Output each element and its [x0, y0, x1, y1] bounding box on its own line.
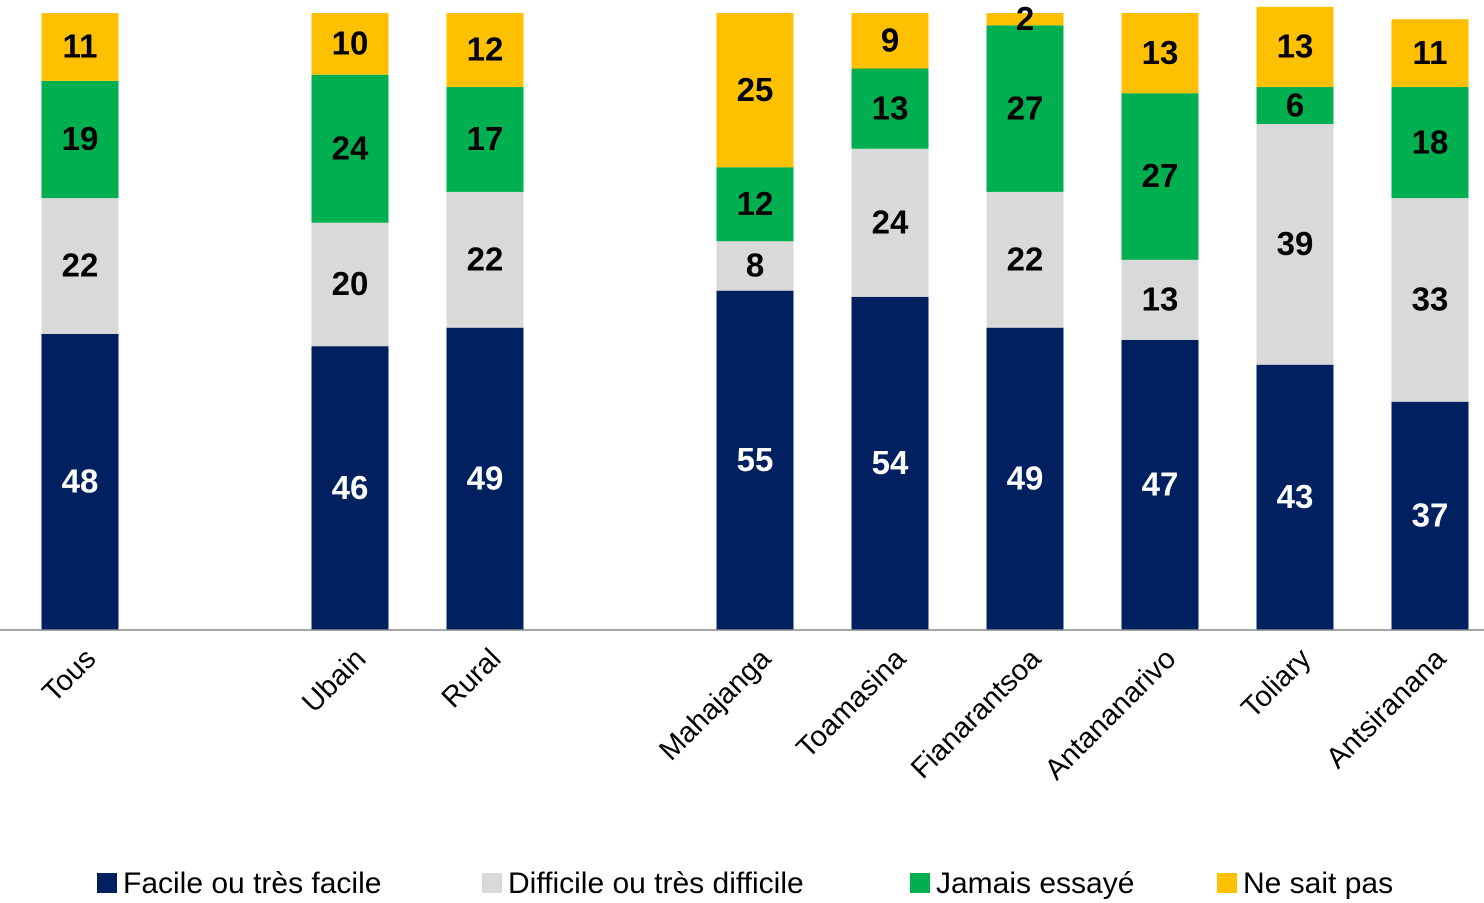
data-label: 25 — [737, 71, 774, 108]
data-label: 43 — [1277, 478, 1314, 515]
bar-segment — [851, 296, 929, 630]
data-label: 10 — [332, 25, 369, 62]
bar-segment — [311, 222, 389, 347]
data-label: 22 — [467, 241, 504, 278]
data-label: 33 — [1412, 281, 1449, 318]
bar-segment — [1391, 401, 1469, 630]
data-label: 37 — [1412, 497, 1449, 534]
data-label: 20 — [332, 265, 369, 302]
bar-segment — [446, 13, 524, 88]
bar-segment — [1391, 19, 1469, 88]
bar-segment — [716, 13, 794, 168]
data-label: 13 — [1142, 34, 1179, 71]
bar-segment — [716, 167, 794, 242]
data-label: 9 — [881, 21, 899, 58]
bar-segment — [446, 327, 524, 630]
bar-segment — [1121, 13, 1199, 94]
legend-swatch — [482, 873, 502, 893]
x-tick-label: Rural — [436, 643, 508, 715]
x-tick-label: Tous — [36, 643, 102, 709]
data-label: 27 — [1007, 89, 1044, 126]
legend-swatch — [910, 873, 930, 893]
legend-label: Facile ou très facile — [123, 867, 381, 900]
x-tick-label: Toliary — [1235, 642, 1317, 724]
legend-label: Difficile ou très difficile — [508, 867, 804, 900]
bar-segment — [851, 148, 929, 297]
bar-segment — [41, 80, 119, 199]
bar-segment — [446, 87, 524, 192]
data-label: 18 — [1412, 123, 1449, 160]
bar-segment — [1256, 6, 1334, 88]
bar-segment — [311, 346, 389, 630]
bar-segment — [986, 13, 1064, 26]
data-label: 13 — [1142, 281, 1179, 318]
data-label: 54 — [872, 444, 909, 481]
data-label: 11 — [63, 28, 98, 65]
x-tick-label: Mahajanga — [653, 642, 778, 767]
data-label: 49 — [467, 460, 504, 497]
bar-segment — [986, 327, 1064, 630]
bar-segment — [1121, 340, 1199, 630]
x-tick-label: Fianarantsoa — [905, 642, 1048, 785]
x-tick-label: Ubain — [296, 643, 372, 719]
data-label: 22 — [62, 247, 99, 284]
data-label: 22 — [1007, 241, 1044, 278]
bar-segment — [1391, 198, 1469, 402]
bar-segment — [716, 290, 794, 630]
data-label: 12 — [737, 185, 774, 222]
bar-segment — [311, 74, 389, 223]
data-label: 39 — [1277, 225, 1314, 262]
bar-segment — [41, 198, 119, 334]
x-tick-label: Antsiranana — [1320, 642, 1453, 775]
legend-label: Jamais essayé — [936, 867, 1134, 900]
bar-segment — [1391, 87, 1469, 199]
bar-segment — [986, 191, 1064, 328]
legend-swatch — [97, 873, 117, 893]
data-label: 24 — [332, 129, 369, 166]
x-tick-label: Antananarivo — [1039, 643, 1182, 786]
bar-segment — [1121, 93, 1199, 260]
data-label: 13 — [872, 89, 909, 126]
data-label: 17 — [467, 120, 504, 157]
data-label: 12 — [467, 31, 504, 68]
data-label: 13 — [1277, 28, 1314, 65]
data-label: 49 — [1007, 460, 1044, 497]
bar-segment — [1121, 259, 1199, 341]
data-label: 47 — [1142, 466, 1179, 503]
bar-segment — [1256, 87, 1334, 125]
bar-segment — [851, 13, 929, 69]
data-label: 48 — [62, 463, 99, 500]
bar-segment — [446, 191, 524, 328]
data-label: 2 — [1016, 0, 1034, 37]
bar-segment — [1256, 364, 1334, 630]
data-label: 55 — [737, 441, 774, 478]
bar-segment — [986, 25, 1064, 192]
data-label: 8 — [746, 247, 764, 284]
bar-segment — [311, 13, 389, 75]
data-label: 24 — [872, 203, 909, 240]
data-label: 11 — [1413, 34, 1448, 71]
legend-label: Ne sait pas — [1243, 867, 1393, 900]
bar-segment — [851, 68, 929, 149]
data-label: 27 — [1142, 157, 1179, 194]
x-tick-label: Toamasina — [791, 642, 913, 764]
data-label: 46 — [332, 469, 369, 506]
legend-swatch — [1217, 873, 1237, 893]
data-label: 19 — [62, 120, 99, 157]
bar-segment — [1256, 124, 1334, 365]
bar-segment — [716, 241, 794, 291]
bar-segment — [41, 333, 119, 630]
data-label: 6 — [1286, 86, 1304, 123]
bar-segment — [41, 13, 119, 81]
